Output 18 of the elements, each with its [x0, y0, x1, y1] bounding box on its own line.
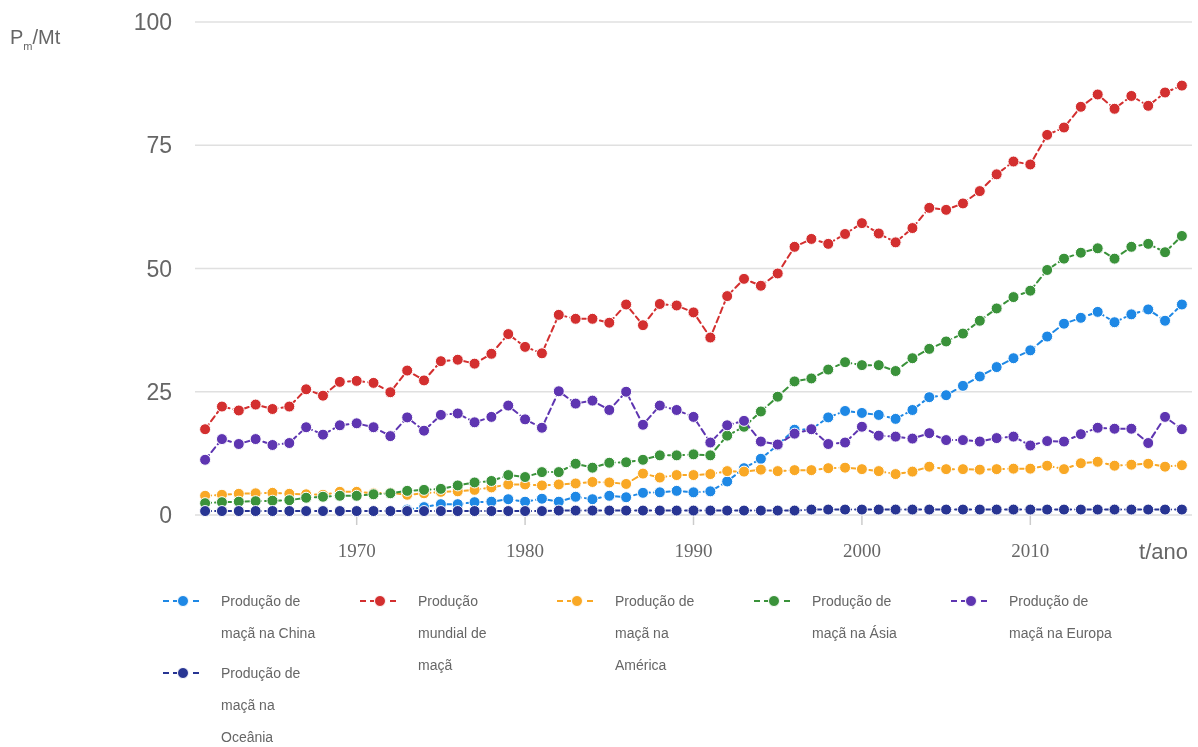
x-tick-label: 1970: [337, 540, 376, 561]
y-axis-title: P$_{m}$/Mt: [10, 26, 61, 52]
x-axis-title: t/ano: [1139, 539, 1188, 564]
y-tick-label: 25: [146, 378, 172, 405]
y-tick-label: 50: [146, 255, 172, 282]
legend-label: Produção de maçã na Oceânia: [221, 664, 301, 745]
y-tick-label: 100: [133, 9, 172, 36]
x-tick-label: 1980: [506, 540, 545, 561]
legend-label: Produção de maçã na China: [221, 592, 316, 641]
x-tick-label: 2000: [842, 540, 881, 561]
x-tick-label: 2010: [1011, 540, 1050, 561]
legend-label: Produção de maçã na América: [615, 592, 695, 673]
legend-label: Produção de maçã na Ásia: [812, 592, 898, 641]
legend-label: Produção de maçã na Europa: [1009, 592, 1112, 641]
x-tick-label: 1990: [674, 540, 713, 561]
y-tick-label: 0: [159, 502, 172, 529]
legend-label: Produção mundial de maçã: [418, 592, 487, 673]
y-tick-label: 75: [146, 132, 172, 159]
